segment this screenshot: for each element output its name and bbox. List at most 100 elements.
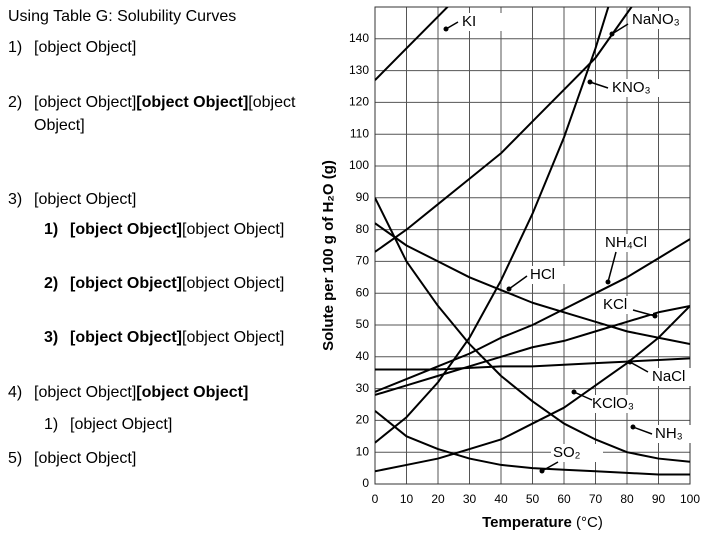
y-tick-label: 120 — [349, 95, 369, 109]
y-tick-label: 130 — [349, 63, 369, 77]
x-tick-label: 100 — [680, 492, 700, 506]
x-tick-label: 10 — [400, 492, 414, 506]
series-line — [375, 197, 690, 463]
y-tick-label: 60 — [356, 285, 370, 299]
series-line — [375, 357, 690, 371]
text-run: [object Object] — [34, 94, 296, 134]
series-line — [375, 7, 449, 81]
x-axis-label: Temperature (°C) — [482, 514, 603, 531]
legend-label: KCl — [603, 296, 627, 313]
y-axis-label: Solute per 100 g of H₂O (g) — [320, 160, 337, 351]
series-line — [375, 7, 610, 444]
label-bg — [551, 444, 603, 462]
legend-label: NaNO₃ — [632, 11, 680, 28]
label-bg — [653, 425, 705, 443]
x-tick-label: 30 — [463, 492, 477, 506]
x-tick-label: 0 — [372, 492, 379, 506]
label-pointer — [508, 275, 528, 290]
list-text: [object Object][object Object] — [70, 272, 310, 295]
list-text: [object Object] — [34, 447, 309, 470]
y-tick-label: 100 — [349, 158, 369, 172]
text-run: [object Object] — [34, 94, 137, 111]
text-run: [object Object] — [136, 94, 249, 111]
label-pointer — [607, 251, 617, 283]
text-run: [object Object] — [182, 275, 285, 292]
series-line — [375, 410, 690, 476]
legend-label: SO₂ — [553, 444, 581, 461]
slide-title: Using Table G: Solubility Curves — [8, 8, 237, 25]
list-text: [object Object][object Object] — [70, 326, 310, 349]
legend-label: KI — [462, 13, 476, 30]
y-tick-label: 110 — [350, 126, 369, 140]
text-run: [object Object] — [34, 384, 137, 401]
label-pointer-head — [609, 31, 615, 37]
list-marker: 3) — [44, 329, 59, 346]
label-pointer — [629, 361, 649, 373]
y-tick-label: 70 — [356, 254, 370, 268]
y-tick-label: 50 — [356, 317, 370, 331]
list-marker: 5) — [8, 450, 23, 467]
label-pointer-head — [627, 359, 633, 365]
y-tick-label: 90 — [356, 190, 370, 204]
label-pointer-head — [506, 286, 512, 292]
list-marker: 2) — [8, 94, 23, 111]
label-pointer-head — [652, 313, 658, 319]
y-tick-label: 40 — [356, 349, 370, 363]
label-pointer — [632, 309, 656, 317]
list-text: [object Object][object Object] — [34, 381, 309, 404]
x-tick-label: 70 — [589, 492, 603, 506]
series-line — [375, 305, 690, 473]
y-tick-label: 10 — [356, 444, 370, 458]
y-tick-label: 140 — [349, 31, 369, 45]
label-bg — [650, 368, 702, 386]
y-tick-label: 80 — [356, 222, 370, 236]
text-run: [object Object] — [34, 39, 137, 56]
text-run: [object Object] — [70, 275, 183, 292]
series-line — [375, 304, 690, 396]
list-marker: 1) — [8, 39, 23, 56]
label-pointer — [573, 391, 593, 401]
label-bg — [460, 13, 512, 31]
y-tick-label: 20 — [356, 413, 370, 427]
label-pointer-head — [605, 279, 611, 285]
plot-frame — [374, 6, 691, 485]
label-bg — [630, 11, 682, 29]
text-run: [object Object] — [34, 191, 137, 208]
legend-label: NH₃ — [655, 425, 683, 442]
series-line — [375, 238, 690, 393]
x-tick-label: 20 — [431, 492, 445, 506]
label-pointer — [611, 23, 629, 35]
label-pointer-head — [443, 26, 449, 32]
text-run: [object Object] — [70, 221, 183, 238]
legend-label: KClO₃ — [592, 395, 634, 412]
legend-label: NaCl — [652, 368, 685, 385]
label-bg — [528, 266, 580, 284]
legend-label: HCl — [530, 266, 555, 283]
list-marker: 2) — [44, 275, 59, 292]
label-pointer-head — [630, 424, 636, 430]
y-tick-label: 0 — [362, 476, 369, 490]
label-pointer — [589, 81, 609, 89]
x-tick-label: 80 — [620, 492, 634, 506]
list-text: [object Object] — [34, 36, 309, 59]
x-tick-label: 40 — [494, 492, 508, 506]
label-pointer-head — [587, 79, 593, 85]
label-pointer-head — [539, 468, 545, 474]
list-marker: 4) — [8, 384, 23, 401]
x-axis-label-part: Temperature — [482, 514, 572, 531]
text-run: [object Object] — [182, 221, 285, 238]
x-tick-label: 60 — [557, 492, 571, 506]
label-pointer-head — [571, 389, 577, 395]
legend-label: KNO₃ — [612, 79, 651, 96]
text-run: [object Object] — [70, 416, 173, 433]
label-pointer — [632, 426, 653, 435]
text-run: [object Object] — [70, 329, 183, 346]
text-run: [object Object] — [136, 384, 249, 401]
x-axis-label-part: (°C) — [572, 514, 603, 531]
x-tick-label: 90 — [652, 492, 666, 506]
text-run: [object Object] — [34, 450, 137, 467]
label-bg — [601, 296, 653, 314]
series-line — [375, 222, 690, 346]
